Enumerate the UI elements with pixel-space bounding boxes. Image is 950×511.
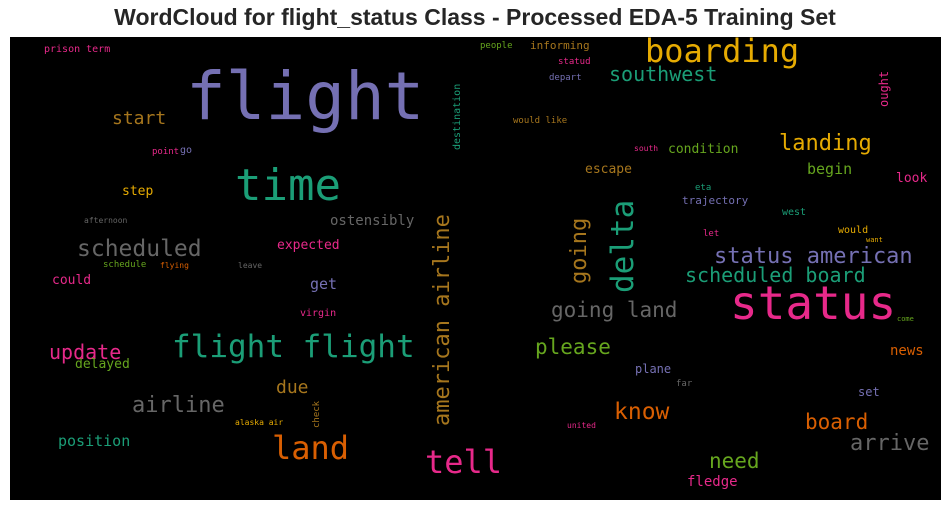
word-alaska-air: alaska air <box>235 418 284 427</box>
word-condition: condition <box>668 142 739 157</box>
word-could: could <box>52 273 92 288</box>
word-point: point <box>152 147 180 157</box>
word-virgin: virgin <box>300 308 337 319</box>
word-delayed: delayed <box>75 357 130 372</box>
word-want: want <box>866 236 883 244</box>
word-update: update <box>49 340 122 364</box>
word-fledge: fledge <box>687 474 738 490</box>
word-people: people <box>480 41 513 51</box>
word-come: come <box>897 315 914 323</box>
word-check: check <box>312 400 322 428</box>
word-set: set <box>858 385 880 399</box>
word-status-american: status american <box>714 244 913 269</box>
word-step: step <box>122 184 154 199</box>
word-know: know <box>614 399 670 425</box>
word-start: start <box>112 108 167 129</box>
word-tell: tell <box>425 443 503 481</box>
word-depart: depart <box>549 73 582 83</box>
word-arrive: arrive <box>850 431 930 456</box>
word-land: land <box>272 429 350 467</box>
word-begin: begin <box>807 160 853 178</box>
word-airline: airline <box>132 393 225 418</box>
word-position: position <box>58 432 131 450</box>
word-due: due <box>276 377 309 398</box>
word-afternoon: afternoon <box>84 216 128 225</box>
word-need: need <box>709 449 760 473</box>
word-escape: escape <box>585 162 632 177</box>
word-ostensibly: ostensibly <box>330 213 415 229</box>
word-leave: leave <box>238 261 263 270</box>
word-would: would <box>838 225 869 236</box>
chart-title: WordCloud for flight_status Class - Proc… <box>114 4 836 30</box>
word-american-airline: american airline <box>430 214 455 426</box>
word-look: look <box>896 171 928 186</box>
word-statud: statud <box>558 57 591 67</box>
word-prison-term: prison term <box>44 44 111 55</box>
word-far: far <box>676 379 693 389</box>
word-southwest: southwest <box>609 62 718 86</box>
word-time: time <box>235 160 341 211</box>
wordcloud-panel: flight status time boarding flight fligh… <box>10 37 941 500</box>
word-flight-flight: flight flight <box>172 329 415 365</box>
word-south: south <box>634 144 659 153</box>
word-scheduled: scheduled <box>77 236 202 262</box>
word-board: board <box>805 410 869 434</box>
word-going: going <box>567 217 592 284</box>
word-let: let <box>703 229 720 239</box>
word-trajectory: trajectory <box>682 194 749 207</box>
word-ought: ought <box>877 70 891 107</box>
word-status: status <box>730 276 897 330</box>
word-going-land: going land <box>551 298 678 322</box>
word-expected: expected <box>277 238 340 253</box>
word-united: united <box>567 421 596 430</box>
word-flight: flight <box>186 58 425 135</box>
word-landing: landing <box>779 131 872 156</box>
word-schedule: schedule <box>103 260 147 270</box>
word-destination: destination <box>452 83 463 150</box>
word-would-like: would like <box>513 116 568 126</box>
word-eta: eta <box>695 183 712 193</box>
word-plane: plane <box>635 362 672 376</box>
word-please: please <box>535 335 611 359</box>
word-boarding: boarding <box>645 37 800 70</box>
word-get: get <box>310 275 338 293</box>
word-west: west <box>782 207 807 218</box>
word-scheduled-board: scheduled board <box>685 263 866 287</box>
word-flying: flying <box>160 261 189 270</box>
word-news: news <box>890 343 924 359</box>
word-informing: informing <box>530 39 590 52</box>
word-delta: delta <box>605 199 641 293</box>
word-go: go <box>180 145 193 156</box>
